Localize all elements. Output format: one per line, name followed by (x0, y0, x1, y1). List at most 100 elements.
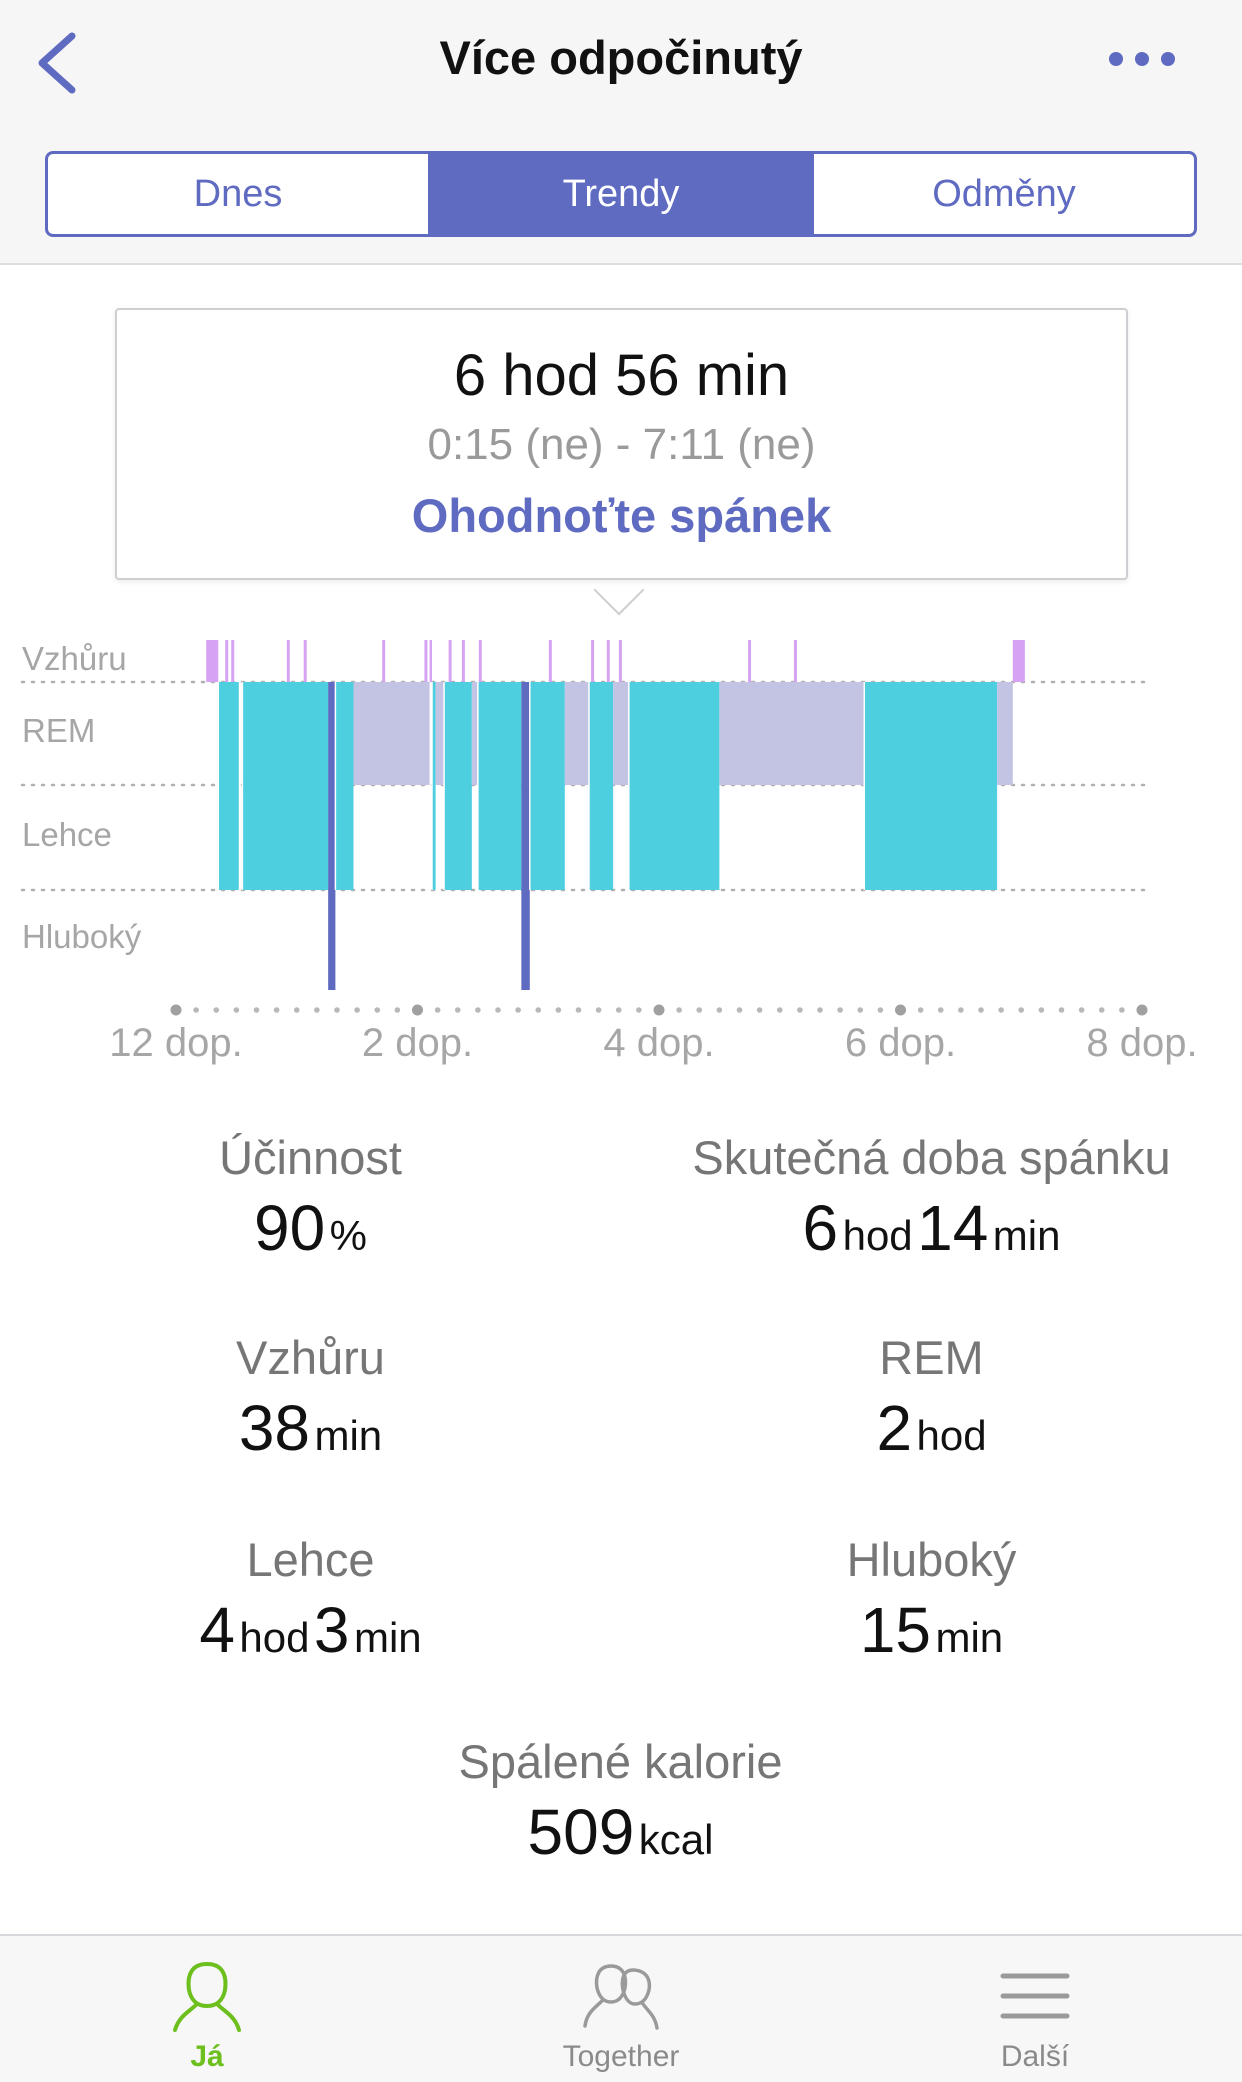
sleep-segment (471, 682, 478, 785)
stat-label: REM (879, 1331, 984, 1384)
axis-dot (354, 1007, 360, 1013)
axis-dot (555, 1007, 562, 1013)
stage-label-1: REM (22, 712, 95, 749)
sleep-segment (242, 682, 329, 890)
axis-dot (454, 1007, 461, 1013)
axis-dot (170, 1004, 182, 1016)
axis-dot (636, 1007, 642, 1013)
stat-label: Hluboký (846, 1533, 1017, 1586)
awake-blip (793, 640, 797, 682)
tab-label: Další (1000, 2040, 1070, 2073)
axis-dot (736, 1007, 743, 1013)
stat-value: 15 min (859, 1594, 1004, 1666)
stat-light: Lehce 4 hod 3 min (0, 1532, 621, 1667)
awake-blip (424, 640, 428, 682)
axis-dot (213, 1007, 220, 1013)
sleep-segment (521, 682, 530, 990)
axis-dot (1078, 1007, 1085, 1013)
axis-dot (937, 1007, 944, 1013)
tab-together[interactable]: Together (414, 1936, 828, 2082)
awake-blip (231, 640, 235, 682)
stat-efficiency: Účinnost 90 % (0, 1130, 621, 1265)
axis-dot (676, 1007, 682, 1013)
axis-dot (515, 1007, 521, 1013)
more-horizontal-icon (1109, 52, 1175, 66)
tab-dnes[interactable]: Dnes (48, 154, 431, 234)
stat-value: 4 hod 3 min (199, 1594, 422, 1666)
axis-dot (696, 1007, 703, 1013)
axis-dot (314, 1007, 320, 1013)
axis-dot (334, 1007, 340, 1013)
axis-dot (653, 1004, 665, 1016)
tab-label: Together (562, 2040, 680, 2073)
page-title: Více odpočinutý (439, 31, 803, 84)
stat-rem: REM 2 hod (621, 1330, 1242, 1465)
tab-bar: Já Together Další (0, 1934, 1242, 2082)
axis-dot (917, 1007, 924, 1013)
x-tick-label: 12 dop. (109, 1021, 242, 1065)
axis-dot (978, 1007, 984, 1013)
stat-value: 38 min (238, 1392, 383, 1464)
back-button[interactable] (30, 28, 90, 98)
sleep-segment (429, 640, 432, 682)
axis-dot (1038, 1007, 1045, 1013)
more-button[interactable] (1104, 44, 1184, 74)
axis-dot (776, 1007, 783, 1013)
sleep-time-range: 0:15 (ne) - 7:11 (ne) (427, 420, 816, 469)
stat-value: 509 kcal (527, 1796, 714, 1868)
x-tick-label: 4 dop. (603, 1021, 714, 1065)
sleep-segment (477, 682, 522, 890)
sleep-segment (206, 640, 219, 682)
sleep-segment (431, 682, 436, 890)
sleep-segment (613, 682, 629, 785)
segmented-control: Dnes Trendy Odměny (45, 151, 1197, 237)
sleep-segment (1012, 640, 1025, 682)
tab-ja[interactable]: Já (0, 1936, 414, 2082)
axis-dot (412, 1004, 423, 1016)
awake-blip (548, 640, 552, 682)
axis-dot (374, 1007, 381, 1013)
stat-value: 90 % (254, 1192, 367, 1264)
sleep-segment (564, 682, 589, 785)
people-icon (583, 1964, 659, 2030)
stat-awake: Vzhůru 38 min (0, 1330, 621, 1465)
sleep-duration: 6 hod 56 min (453, 343, 790, 408)
sleep-segment (864, 682, 998, 890)
axis-dot (1136, 1004, 1148, 1016)
sleep-segment (719, 682, 865, 785)
x-tick-label: 8 dop. (1086, 1021, 1197, 1065)
awake-blip (591, 640, 595, 682)
awake-blip (225, 640, 229, 682)
axis-dot (253, 1007, 260, 1013)
axis-dot (475, 1007, 481, 1013)
axis-dot (615, 1007, 622, 1013)
axis-dot (958, 1007, 964, 1013)
stat-calories: Spálené kalorie 509 kcal (310, 1734, 931, 1869)
stage-label-2: Lehce (22, 816, 112, 853)
axis-dot (1098, 1007, 1105, 1013)
stat-label: Účinnost (219, 1131, 402, 1184)
sleep-segment (335, 682, 354, 890)
axis-dot (575, 1007, 582, 1013)
sleep-segment (588, 682, 614, 890)
axis-dot (716, 1007, 723, 1013)
axis-dot (595, 1007, 602, 1013)
awake-blip (478, 640, 482, 682)
sleep-segment (997, 682, 1013, 785)
axis-dot (193, 1007, 199, 1013)
awake-blip (748, 640, 752, 682)
sleep-stats: Účinnost 90 % Skutečná doba spánku 6 hod… (0, 1130, 1242, 1880)
tab-trendy[interactable]: Trendy (431, 154, 814, 234)
sleep-segment (435, 682, 445, 785)
rate-sleep-link[interactable]: Ohodnoťte spánek (411, 489, 832, 542)
stat-value: 2 hod (876, 1392, 987, 1464)
tab-odmeny[interactable]: Odměny (932, 172, 1076, 215)
tab-dalsi[interactable]: Další (828, 1936, 1242, 2082)
stat-label: Spálené kalorie (458, 1735, 783, 1788)
sleep-summary-card: 6 hod 56 min 0:15 (ne) - 7:11 (ne) Ohodn… (115, 308, 1128, 580)
axis-dot (877, 1007, 884, 1013)
stat-label: Vzhůru (236, 1331, 385, 1384)
stat-actual-sleep: Skutečná doba spánku 6 hod 14 min (621, 1130, 1242, 1265)
awake-blip (606, 640, 610, 682)
stat-value: 6 hod 14 min (802, 1192, 1061, 1264)
